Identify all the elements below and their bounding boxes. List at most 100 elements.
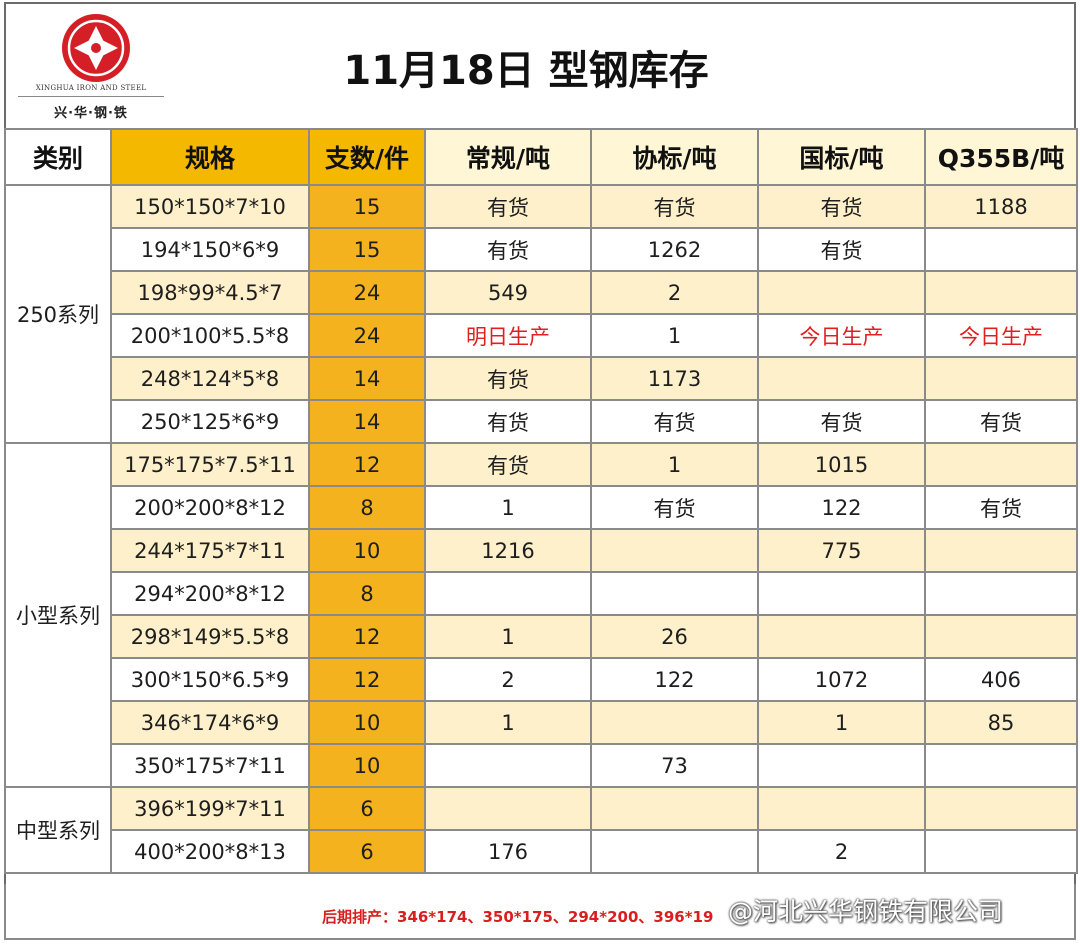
table-row: 300*150*6.5*9 12 2 122 1072 406 xyxy=(5,657,1078,702)
regular-cell: 2 xyxy=(424,657,592,702)
q355b-cell xyxy=(924,528,1078,573)
column-header-assoc-standard: 协标/吨 xyxy=(590,128,759,186)
category-cell: 小型系列 xyxy=(4,442,112,788)
spec-cell: 250*125*6*9 xyxy=(110,399,310,444)
table-row: 294*200*8*12 8 xyxy=(5,571,1078,616)
column-header-pieces: 支数/件 xyxy=(308,128,426,186)
regular-cell: 有货 xyxy=(424,356,592,401)
q355b-cell xyxy=(924,743,1078,788)
assoc-cell xyxy=(590,829,759,874)
regular-cell: 明日生产 xyxy=(424,313,592,358)
pieces-cell: 14 xyxy=(308,399,426,444)
assoc-cell: 26 xyxy=(590,614,759,659)
category-cell: 中型系列 xyxy=(4,786,112,874)
q355b-cell: 85 xyxy=(924,700,1078,745)
q355b-cell xyxy=(924,270,1078,315)
table-row: 198*99*4.5*7 24 549 2 xyxy=(5,270,1078,315)
regular-cell: 1 xyxy=(424,485,592,530)
spec-cell: 300*150*6.5*9 xyxy=(110,657,310,702)
q355b-cell xyxy=(924,786,1078,831)
assoc-cell: 1 xyxy=(590,442,759,487)
regular-cell xyxy=(424,786,592,831)
spec-cell: 400*200*8*13 xyxy=(110,829,310,874)
table-row: 346*174*6*9 10 1 1 85 xyxy=(5,700,1078,745)
pieces-cell: 12 xyxy=(308,657,426,702)
logo-emblem-icon xyxy=(62,14,130,82)
spec-cell: 200*200*8*12 xyxy=(110,485,310,530)
regular-cell: 1 xyxy=(424,614,592,659)
q355b-cell xyxy=(924,614,1078,659)
regular-cell: 有货 xyxy=(424,184,592,229)
spec-cell: 346*174*6*9 xyxy=(110,700,310,745)
pieces-cell: 6 xyxy=(308,829,426,874)
q355b-cell xyxy=(924,571,1078,616)
production-schedule-note: 后期排产：346*174、350*175、294*200、396*19 xyxy=(322,908,714,926)
pieces-cell: 12 xyxy=(308,614,426,659)
national-cell xyxy=(757,743,926,788)
regular-cell: 176 xyxy=(424,829,592,874)
national-cell: 2 xyxy=(757,829,926,874)
q355b-cell xyxy=(924,442,1078,487)
assoc-cell: 122 xyxy=(590,657,759,702)
national-cell xyxy=(757,614,926,659)
pieces-cell: 24 xyxy=(308,313,426,358)
table-row: 194*150*6*9 15 有货 1262 有货 xyxy=(5,227,1078,272)
pieces-cell: 8 xyxy=(308,485,426,530)
assoc-cell: 1 xyxy=(590,313,759,358)
q355b-cell: 有货 xyxy=(924,485,1078,530)
q355b-cell: 今日生产 xyxy=(924,313,1078,358)
spec-cell: 294*200*8*12 xyxy=(110,571,310,616)
pieces-cell: 14 xyxy=(308,356,426,401)
national-cell xyxy=(757,571,926,616)
page-title: 11月18日 型钢库存 xyxy=(343,48,709,94)
national-cell: 1 xyxy=(757,700,926,745)
category-cell: 250系列 xyxy=(4,184,112,444)
regular-cell: 有货 xyxy=(424,227,592,272)
logo-english-text: XINGHUA IRON AND STEEL xyxy=(35,84,147,92)
table-row: 244*175*7*11 10 1216 775 xyxy=(5,528,1078,573)
spec-cell: 194*150*6*9 xyxy=(110,227,310,272)
spec-cell: 198*99*4.5*7 xyxy=(110,270,310,315)
pieces-cell: 24 xyxy=(308,270,426,315)
pieces-cell: 12 xyxy=(308,442,426,487)
pieces-cell: 8 xyxy=(308,571,426,616)
table-header-row: 类别 规格 支数/件 常规/吨 协标/吨 国标/吨 Q355B/吨 xyxy=(4,128,1078,186)
assoc-cell: 73 xyxy=(590,743,759,788)
national-cell xyxy=(757,786,926,831)
national-cell: 122 xyxy=(757,485,926,530)
spec-cell: 200*100*5.5*8 xyxy=(110,313,310,358)
pieces-cell: 10 xyxy=(308,528,426,573)
logo-chinese-text: 兴·华·钢·铁 xyxy=(54,106,128,121)
table-row: 350*175*7*11 10 73 xyxy=(5,743,1078,788)
column-header-spec: 规格 xyxy=(110,128,310,186)
pieces-cell: 10 xyxy=(308,743,426,788)
table-row: 250系列 150*150*7*10 15 有货 有货 有货 1188 xyxy=(4,184,1078,444)
q355b-cell xyxy=(924,829,1078,874)
logo-divider xyxy=(18,96,164,97)
column-header-regular: 常规/吨 xyxy=(424,128,592,186)
national-cell xyxy=(757,270,926,315)
national-cell: 775 xyxy=(757,528,926,573)
spec-cell: 150*150*7*10 xyxy=(110,184,310,229)
q355b-cell xyxy=(924,227,1078,272)
regular-cell xyxy=(424,571,592,616)
table-row: 中型系列 396*199*7*11 6 xyxy=(4,786,1078,874)
assoc-cell xyxy=(590,786,759,831)
spec-cell: 244*175*7*11 xyxy=(110,528,310,573)
spec-cell: 396*199*7*11 xyxy=(110,786,310,831)
spec-cell: 175*175*7.5*11 xyxy=(110,442,310,487)
table-row: 200*200*8*12 8 1 有货 122 有货 xyxy=(5,485,1078,530)
table-body: 250系列 150*150*7*10 15 有货 有货 有货 1188 194*150*6*9… xyxy=(4,184,1078,874)
national-cell: 有货 xyxy=(757,184,926,229)
pieces-cell: 10 xyxy=(308,700,426,745)
regular-cell: 有货 xyxy=(424,442,592,487)
header: XINGHUA IRON AND STEEL 兴·华·钢·铁 11月18日 型钢… xyxy=(6,4,1074,126)
column-header-national-standard: 国标/吨 xyxy=(757,128,926,186)
regular-cell: 1216 xyxy=(424,528,592,573)
inventory-table: 类别 规格 支数/件 常规/吨 协标/吨 国标/吨 Q355B/吨 250系列 1… xyxy=(4,128,1078,874)
assoc-cell: 1173 xyxy=(590,356,759,401)
table-row: 小型系列 175*175*7.5*11 12 有货 1 1015 xyxy=(4,442,1078,788)
pieces-cell: 6 xyxy=(308,786,426,831)
assoc-cell: 有货 xyxy=(590,485,759,530)
national-cell: 有货 xyxy=(757,399,926,444)
